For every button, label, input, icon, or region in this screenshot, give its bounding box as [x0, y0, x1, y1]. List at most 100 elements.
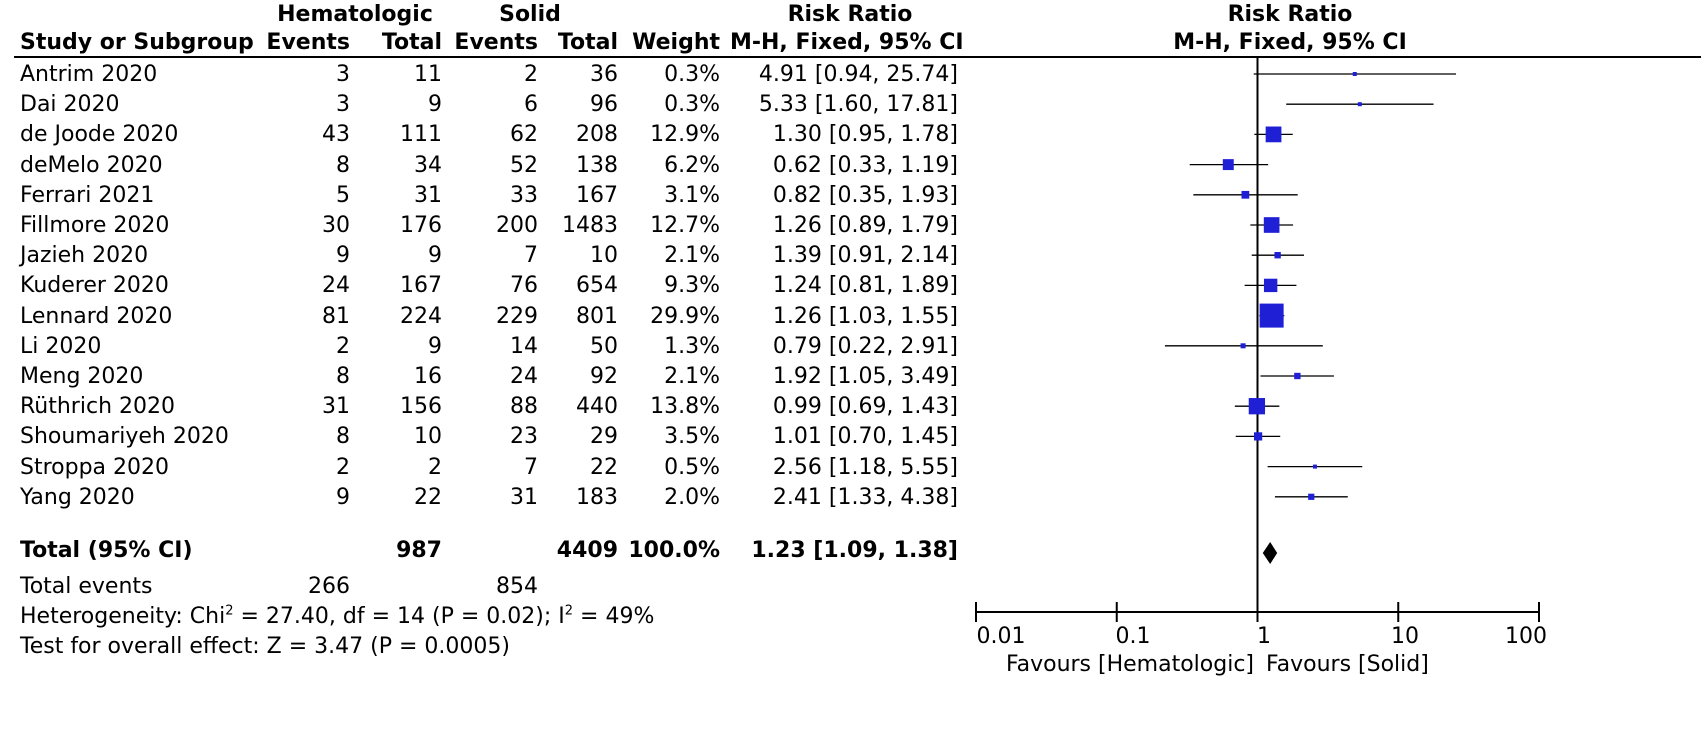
- study-name: de Joode 2020: [20, 122, 179, 148]
- total1-cell: 176: [400, 213, 442, 238]
- total-label: Total (95% CI): [20, 538, 193, 563]
- weight-cell: 3.1%: [664, 182, 720, 208]
- effect-square: [1352, 72, 1357, 76]
- events1-cell: 3: [336, 62, 350, 87]
- total1-cell: 9: [428, 333, 442, 359]
- total1-header: Total: [381, 30, 442, 55]
- total-events1: 266: [308, 574, 350, 599]
- weight-cell: 3.5%: [664, 424, 720, 450]
- events1-cell: 9: [336, 484, 350, 510]
- total1-cell: 2: [428, 454, 442, 480]
- events2-cell: 33: [510, 182, 538, 208]
- events1-cell: 81: [322, 303, 350, 329]
- study-name: Stroppa 2020: [20, 454, 170, 480]
- events1-cell: 43: [322, 122, 350, 148]
- events1-cell: 8: [336, 424, 350, 450]
- tick-label-0.01: 0.01: [976, 624, 1026, 649]
- plot-method-header: M-H, Fixed, 95% CI: [1173, 30, 1407, 55]
- total2-cell: 183: [576, 484, 618, 510]
- events1-header: Events: [266, 30, 350, 55]
- events1-cell: 5: [336, 182, 350, 208]
- events1-cell: 8: [336, 364, 350, 389]
- events2-cell: 7: [524, 243, 538, 269]
- weight-header: Weight: [632, 30, 720, 55]
- group2-header: Solid: [499, 2, 561, 27]
- total2-cell: 50: [590, 333, 618, 359]
- effect-square: [1254, 432, 1263, 441]
- favours-left-label: Favours [Hematologic]: [1005, 652, 1254, 677]
- total1-cell: 156: [400, 394, 442, 420]
- weight-cell: 0.3%: [664, 62, 720, 87]
- total2-header: Total: [557, 30, 618, 55]
- total-events2: 854: [496, 574, 538, 599]
- tick-label-100: 100: [1505, 624, 1547, 649]
- events1-cell: 8: [336, 152, 350, 178]
- weight-cell: 6.2%: [664, 152, 720, 178]
- events2-cell: 7: [524, 454, 538, 480]
- total2-value: 4409: [556, 538, 618, 563]
- study-column-header: Study or Subgroup: [20, 30, 254, 55]
- effect-square: [1263, 217, 1280, 233]
- total-ci: 1.23 [1.09, 1.38]: [751, 538, 958, 563]
- events2-cell: 229: [496, 303, 538, 329]
- rr-ci-cell: 2.56 [1.18, 5.55]: [772, 454, 958, 480]
- effect-square: [1308, 493, 1315, 500]
- rr-method-header: M-H, Fixed, 95% CI: [730, 30, 964, 55]
- events2-cell: 24: [510, 364, 538, 389]
- tick-label-10: 10: [1391, 624, 1419, 649]
- tick-label-0.1: 0.1: [1115, 624, 1151, 649]
- total2-cell: 96: [590, 92, 618, 118]
- total1-value: 987: [396, 538, 442, 563]
- study-name: Shoumariyeh 2020: [20, 424, 229, 450]
- events2-cell: 14: [510, 333, 538, 359]
- events1-cell: 9: [336, 243, 350, 269]
- rr-ci-cell: 1.30 [0.95, 1.78]: [772, 122, 958, 148]
- total2-cell: 36: [590, 62, 618, 87]
- study-name: Antrim 2020: [20, 62, 158, 87]
- study-name: Li 2020: [20, 333, 102, 359]
- total2-cell: 92: [590, 364, 618, 389]
- total1-cell: 22: [414, 484, 442, 510]
- study-name: Kuderer 2020: [20, 273, 169, 299]
- events1-cell: 30: [322, 213, 350, 238]
- effect-square: [1240, 343, 1246, 349]
- effect-square: [1248, 398, 1266, 415]
- favours-right-label: Favours [Solid]: [1266, 652, 1429, 677]
- total1-cell: 31: [414, 182, 442, 208]
- events1-cell: 2: [336, 454, 350, 480]
- weight-cell: 0.5%: [664, 454, 720, 480]
- plot-header: Risk Ratio: [1227, 2, 1353, 27]
- total1-cell: 9: [428, 92, 442, 118]
- events2-cell: 76: [510, 273, 538, 299]
- events2-cell: 52: [510, 152, 538, 178]
- total2-cell: 29: [590, 424, 618, 450]
- total-events-label: Total events: [20, 574, 153, 599]
- study-name: Meng 2020: [20, 364, 144, 389]
- study-name: deMelo 2020: [20, 152, 163, 178]
- study-name: Dai 2020: [20, 92, 120, 118]
- effect-square: [1294, 372, 1301, 380]
- total2-cell: 440: [576, 394, 618, 420]
- events2-cell: 88: [510, 394, 538, 420]
- events1-cell: 31: [322, 394, 350, 420]
- overall-effect-text: Test for overall effect: Z = 3.47 (P = 0…: [20, 634, 510, 659]
- study-name: Lennard 2020: [20, 303, 173, 329]
- study-name: Yang 2020: [20, 484, 135, 510]
- weight-cell: 2.1%: [664, 364, 720, 389]
- total1-cell: 111: [400, 122, 442, 148]
- effect-square: [1259, 303, 1284, 328]
- total1-cell: 16: [414, 364, 442, 389]
- events2-cell: 2: [524, 62, 538, 87]
- total2-cell: 10: [590, 243, 618, 269]
- rr-header: Risk Ratio: [787, 2, 913, 27]
- rr-ci-cell: 4.91 [0.94, 25.74]: [758, 62, 958, 87]
- rr-ci-cell: 0.79 [0.22, 2.91]: [772, 333, 958, 359]
- total2-cell: 654: [576, 273, 618, 299]
- events2-cell: 6: [524, 92, 538, 118]
- effect-square: [1222, 159, 1234, 171]
- events2-cell: 62: [510, 122, 538, 148]
- rr-ci-cell: 1.01 [0.70, 1.45]: [772, 424, 958, 450]
- study-table: Antrim 2020 3 11 2 36 0.3% 4.91 [0.94, 25.74] D…: [20, 62, 958, 510]
- study-name: Rüthrich 2020: [20, 394, 175, 420]
- events2-cell: 23: [510, 424, 538, 450]
